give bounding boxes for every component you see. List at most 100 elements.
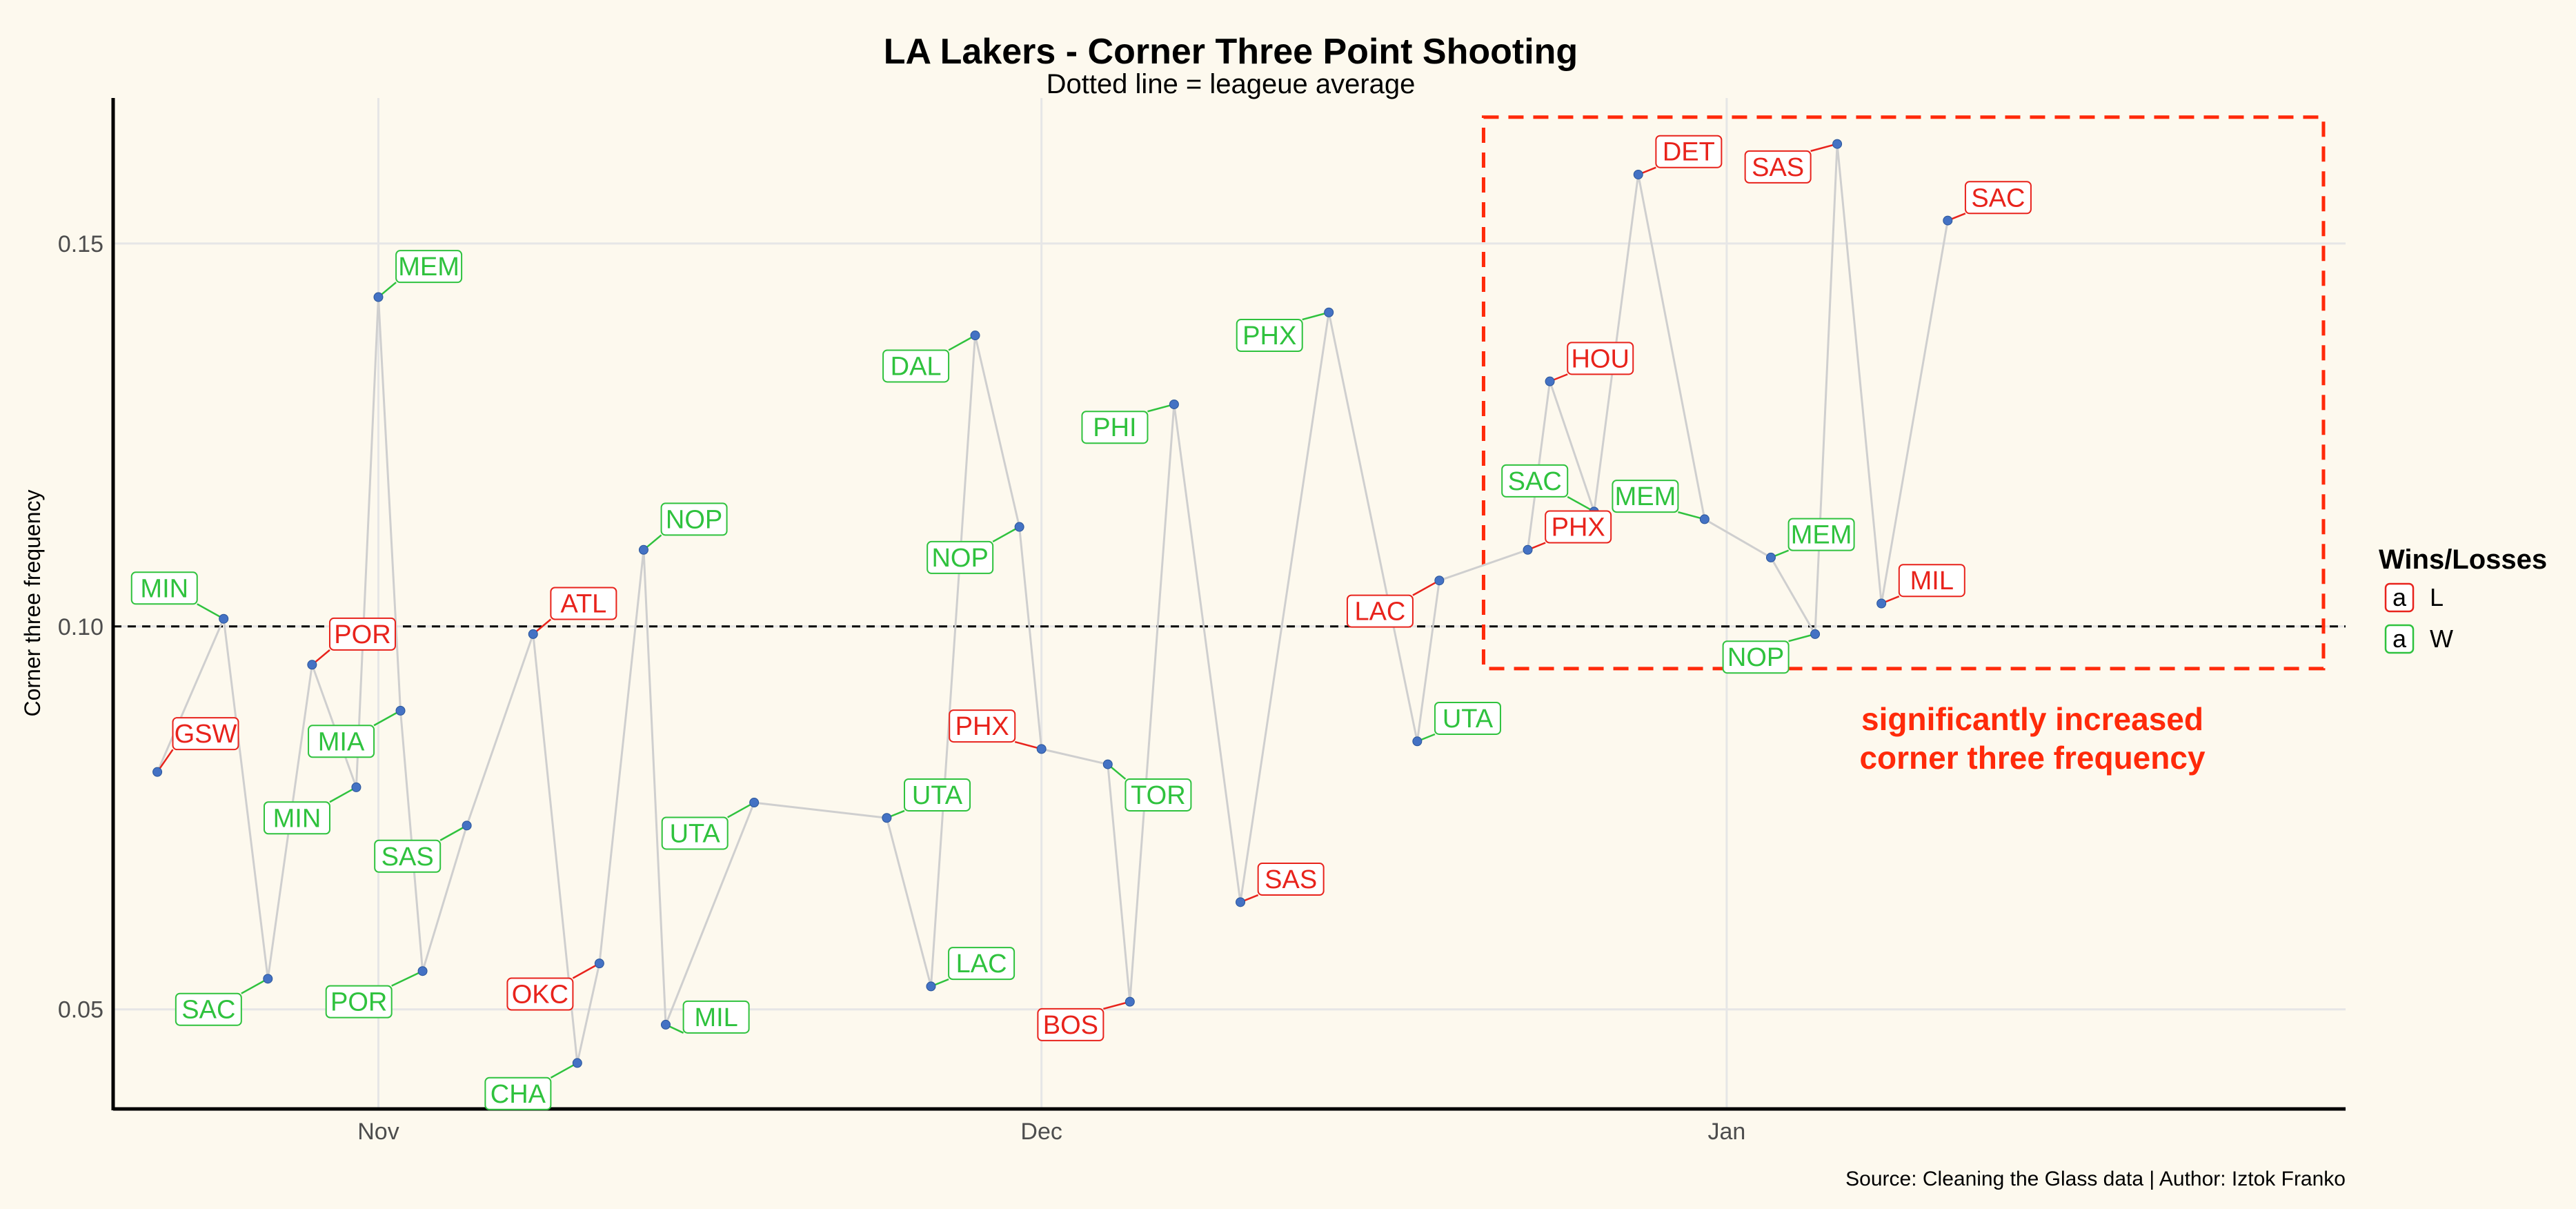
- point-label: DET: [1655, 135, 1723, 168]
- point-label-box: [1501, 464, 1569, 498]
- point-label-box: [1612, 480, 1679, 513]
- data-point: [373, 292, 384, 302]
- point-label: SAS: [1257, 863, 1325, 896]
- point-label: PHI: [1081, 411, 1149, 444]
- data-point: [1633, 169, 1643, 179]
- point-label-text: MIN: [273, 804, 321, 833]
- point-label-box: [172, 717, 239, 751]
- point-label-box: [948, 947, 1015, 981]
- point-label-box: [1787, 518, 1855, 551]
- legend-label-w: W: [2430, 625, 2453, 653]
- point-label-box: [904, 778, 971, 812]
- point-label-box: [1964, 181, 2032, 215]
- point-label-text: SAS: [382, 843, 434, 872]
- y-axis-title: Corner three frequency: [20, 489, 45, 716]
- legend-title: Wins/Losses: [2379, 544, 2547, 575]
- legend-glyph-l: a: [2392, 583, 2407, 611]
- point-label-text: PHX: [955, 712, 1009, 741]
- point-label: POR: [328, 617, 396, 651]
- point-label-text: MIL: [1910, 567, 1954, 596]
- point-label-text: MIA: [318, 727, 365, 756]
- legend-entry-w: a W: [2384, 624, 2453, 654]
- label-leader: [439, 825, 468, 841]
- point-label-box: [395, 250, 463, 284]
- data-point: [660, 1019, 671, 1030]
- point-label: NOP: [660, 502, 728, 536]
- data-point: [749, 798, 760, 808]
- data-point: [1169, 399, 1179, 409]
- point-label-box: [660, 502, 728, 536]
- point-label-box: [1744, 150, 1812, 184]
- point-label: SAS: [374, 839, 442, 873]
- point-label-text: ATL: [560, 590, 606, 619]
- point-label-box: [1124, 778, 1192, 812]
- point-label: MEM: [395, 250, 463, 284]
- point-label: TOR: [1124, 778, 1192, 812]
- point-label: PHX: [949, 709, 1016, 743]
- point-label: UTA: [661, 816, 729, 850]
- data-point: [395, 705, 406, 716]
- data-point: [1523, 544, 1533, 555]
- point-label: MIN: [263, 801, 330, 835]
- data-point: [1765, 552, 1776, 562]
- data-point: [1014, 522, 1024, 532]
- point-label-text: MIL: [694, 1003, 737, 1032]
- point-label: CHA: [484, 1077, 552, 1110]
- y-tick-label: 0.15: [58, 231, 103, 257]
- label-leader: [391, 970, 424, 987]
- point-label-text: SAC: [1971, 184, 2025, 213]
- point-label-text: MEM: [398, 253, 459, 282]
- point-label-box: [949, 709, 1016, 743]
- data-point: [417, 966, 428, 976]
- point-label-text: GSW: [175, 720, 237, 749]
- point-label-box: [682, 1000, 750, 1034]
- label-leader: [948, 334, 976, 351]
- label-leader: [572, 963, 600, 979]
- point-label: SAC: [1501, 464, 1569, 498]
- point-label-text: UTA: [912, 781, 963, 810]
- point-label-text: PHX: [1242, 322, 1296, 351]
- point-label-box: [175, 992, 242, 1026]
- data-point: [970, 331, 980, 341]
- label-leader: [197, 603, 224, 620]
- point-label-text: TOR: [1131, 781, 1186, 810]
- point-label-box: [1257, 863, 1325, 896]
- point-label: MIN: [130, 571, 198, 605]
- data-point: [1943, 215, 1953, 226]
- data-point: [1810, 629, 1821, 639]
- data-point: [351, 782, 361, 792]
- label-leader: [329, 786, 357, 803]
- point-label: MIL: [682, 1000, 750, 1034]
- point-label-box: [661, 816, 729, 850]
- data-point: [462, 820, 472, 831]
- point-label-text: UTA: [1443, 705, 1494, 734]
- legend-glyph-w: a: [2392, 625, 2407, 653]
- point-label-box: [328, 617, 396, 651]
- point-label: OKC: [506, 977, 574, 1011]
- point-label-text: POR: [330, 988, 387, 1017]
- source-caption: Source: Cleaning the Glass data | Author…: [1845, 1168, 2346, 1190]
- point-label-box: [1655, 135, 1723, 168]
- point-label-text: NOP: [931, 544, 988, 573]
- legend-label-l: L: [2430, 583, 2444, 611]
- point-label-text: POR: [334, 620, 390, 649]
- data-point: [528, 629, 538, 639]
- data-point: [1412, 736, 1423, 747]
- data-point: [1036, 744, 1047, 754]
- point-label-text: CHA: [491, 1080, 546, 1109]
- annotation-line-2: corner three frequency: [1859, 740, 2205, 776]
- point-label-text: SAC: [181, 996, 235, 1025]
- chart-title: LA Lakers - Corner Three Point Shooting: [884, 32, 1578, 72]
- point-label: MEM: [1787, 518, 1855, 551]
- data-point: [1699, 514, 1710, 524]
- point-label-box: [550, 587, 617, 620]
- point-label-text: LAC: [1354, 598, 1405, 627]
- point-label: DAL: [882, 349, 950, 383]
- point-label-box: [1346, 594, 1414, 628]
- data-point: [638, 544, 648, 555]
- point-label-text: LAC: [956, 950, 1007, 979]
- point-label-text: DET: [1663, 138, 1715, 167]
- data-point: [1324, 307, 1334, 317]
- point-label-box: [308, 725, 375, 758]
- label-leader: [1412, 580, 1440, 596]
